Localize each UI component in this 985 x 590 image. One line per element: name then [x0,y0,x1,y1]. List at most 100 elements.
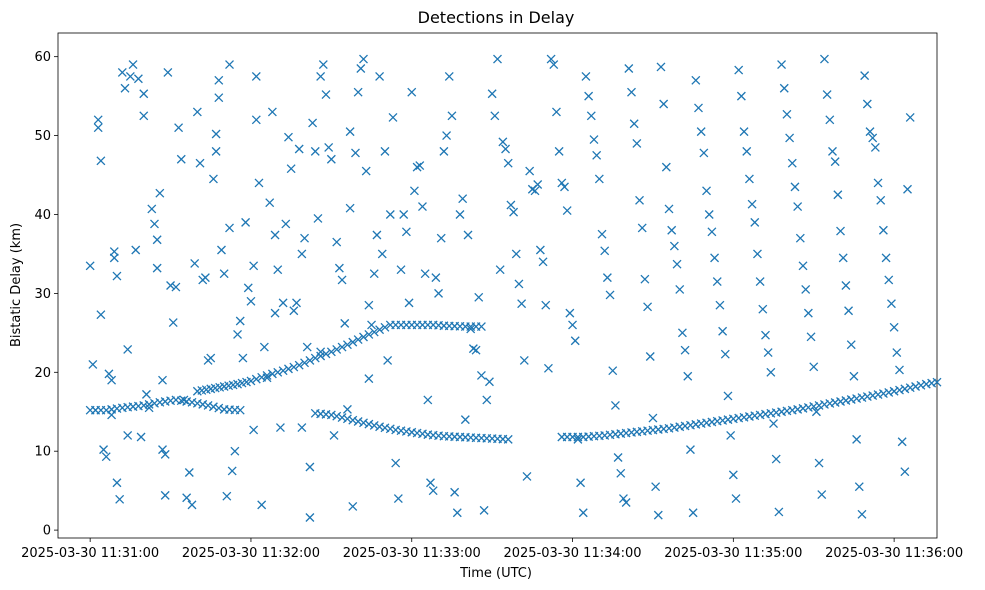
data-point-marker [391,458,401,468]
data-point-marker [351,148,360,158]
data-point-marker [439,146,449,156]
data-point-marker [828,146,837,156]
data-point-marker [332,411,342,421]
data-point-marker [393,494,403,504]
y-tick-label: 20 [34,366,51,381]
data-point-marker [779,83,789,93]
data-point-marker [359,418,368,428]
data-point-marker [605,290,615,300]
data-point-marker [699,148,709,158]
data-point-marker [326,347,336,357]
data-point-marker [353,87,363,97]
data-point-marker [292,298,301,308]
data-point-marker [125,71,135,81]
data-point-marker [825,399,835,408]
data-point-marker [460,415,470,425]
data-point-marker [101,452,111,462]
data-point-marker [246,376,256,386]
data-point-marker [790,182,800,192]
data-point-marker [348,501,358,511]
data-point-marker [388,112,398,122]
data-point-marker [93,123,103,133]
data-point-marker [428,486,438,496]
data-point-marker [624,64,634,73]
data-point-marker [412,162,422,172]
data-point-marker [447,111,457,121]
data-point-marker [822,90,832,100]
data-point-marker [723,391,733,401]
data-point-marker [530,186,540,196]
plot-area [57,32,938,539]
data-point-marker [846,395,856,404]
data-point-marker [377,249,387,259]
data-point-marker [643,302,653,312]
data-point-marker [774,507,784,517]
data-point-marker [669,241,679,251]
data-point-marker [278,366,288,376]
data-point-marker [549,60,559,70]
data-point-marker [809,362,819,372]
data-point-marker [570,336,580,346]
data-point-marker [862,392,872,402]
x-tick-label: 2025-03-30 11:31:00 [21,546,159,561]
data-point-marker [664,204,674,214]
data-point-marker [672,259,682,269]
data-point-marker [688,508,698,518]
data-point-marker [900,467,910,477]
data-point-marker [771,454,781,464]
data-point-marker [198,399,208,409]
data-point-marker [838,253,848,263]
data-point-marker [501,144,510,154]
data-point-marker [618,494,628,504]
data-point-marker [305,356,315,365]
data-point-marker [841,396,851,405]
data-point-marker [163,67,173,77]
data-point-marker [766,367,776,377]
data-point-marker [265,198,275,208]
data-point-marker [326,410,336,420]
data-point-marker [310,146,320,156]
data-point-marker [251,374,261,384]
data-point-marker [525,166,535,176]
data-point-marker [294,360,304,370]
data-point-marker [141,389,151,399]
data-point-marker [195,158,205,168]
data-point-marker [321,349,331,359]
data-point-marker [873,178,883,188]
data-point-marker [841,281,851,290]
data-point-marker [911,382,921,391]
data-point-marker [385,424,395,434]
data-point-marker [455,210,465,219]
data-point-marker [241,217,251,227]
data-point-marker [289,362,299,372]
data-point-marker [431,273,441,283]
data-point-marker [342,414,352,424]
data-point-marker [418,202,427,212]
data-point-marker [519,356,529,365]
data-point-marker [227,466,237,476]
data-point-marker [833,190,843,200]
data-point-marker [562,206,572,215]
data-point-marker [597,229,607,239]
data-point-marker [468,344,478,354]
data-markers [85,54,942,522]
data-point-marker [819,54,829,64]
data-point-marker [190,258,200,268]
data-point-marker [769,419,778,429]
data-point-marker [661,162,671,172]
data-point-marker [471,345,481,355]
data-point-marker [139,111,149,121]
data-point-marker [230,446,240,456]
data-point-marker [860,71,870,81]
data-point-marker [538,257,548,267]
data-point-marker [426,478,435,488]
data-point-marker [361,166,371,176]
data-point-marker [208,174,218,184]
data-point-marker [222,491,232,501]
data-point-marker [854,482,864,492]
data-point-marker [155,188,165,198]
data-point-marker [399,210,409,219]
data-point-marker [927,378,937,388]
data-point-marker [211,146,221,156]
